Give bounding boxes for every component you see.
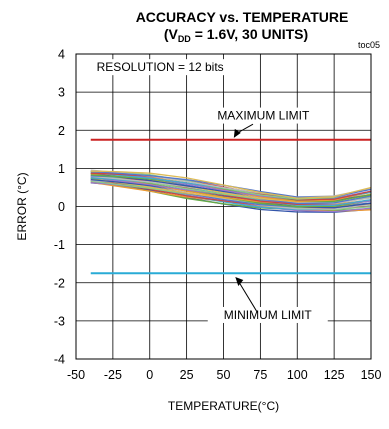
- y-tick-label: 1: [58, 162, 65, 176]
- min-limit-arrow: [237, 280, 258, 313]
- y-tick-label: -2: [54, 276, 65, 290]
- x-tick-labels: -50 -25 0 25 50 75 100 125 150: [67, 368, 382, 382]
- unit-series-line: [90, 170, 372, 199]
- subtitle-pre: (V: [164, 26, 179, 42]
- x-tick-label: -25: [104, 368, 122, 382]
- max-label-bg: [203, 107, 324, 124]
- resolution-annotation: RESOLUTION = 12 bits: [97, 60, 224, 74]
- chart-subtitle: (VDD = 1.6V, 30 UNITS): [164, 26, 308, 44]
- subtitle-subscript: DD: [178, 34, 191, 44]
- y-tick-label: 3: [58, 86, 65, 100]
- resolution-box-bg: [93, 59, 259, 76]
- x-axis-label: TEMPERATURE(°C): [168, 399, 279, 413]
- y-axis-label: ERROR (°C): [15, 172, 29, 240]
- y-tick-label: -3: [54, 314, 65, 328]
- x-tick-label: 100: [287, 368, 308, 382]
- x-tick-label: -50: [67, 368, 85, 382]
- y-tick-label: -1: [54, 238, 65, 252]
- x-tick-label: 50: [217, 368, 231, 382]
- y-tick-label: -4: [54, 353, 65, 367]
- figure-code: toc05: [358, 40, 380, 50]
- min-limit-label: MINIMUM LIMIT: [224, 308, 313, 322]
- unit-series-line: [90, 178, 372, 209]
- plot-frame: [75, 53, 372, 360]
- chart-title: ACCURACY vs. TEMPERATURE: [136, 9, 349, 25]
- max-limit-label: MAXIMUM LIMIT: [217, 109, 310, 123]
- x-tick-label: 150: [361, 368, 382, 382]
- max-limit-arrowhead: [233, 128, 241, 138]
- subtitle-post: = 1.6V, 30 UNITS): [191, 26, 308, 42]
- x-tick-label: 25: [180, 368, 194, 382]
- min-label-bg: [207, 306, 328, 323]
- y-tick-label: 2: [58, 124, 65, 138]
- y-tick-labels: -4 -3 -2 -1 0 1 2 3 4: [54, 48, 65, 367]
- x-tick-label: 0: [146, 368, 153, 382]
- series-group: [90, 169, 372, 213]
- unit-series-line: [90, 174, 372, 203]
- y-tick-label: 0: [58, 200, 65, 214]
- x-tick-label: 125: [324, 368, 345, 382]
- x-tick-label: 75: [253, 368, 267, 382]
- y-tick-label: 4: [58, 48, 65, 62]
- limits-group: [90, 138, 371, 275]
- min-limit-arrowhead: [235, 277, 244, 287]
